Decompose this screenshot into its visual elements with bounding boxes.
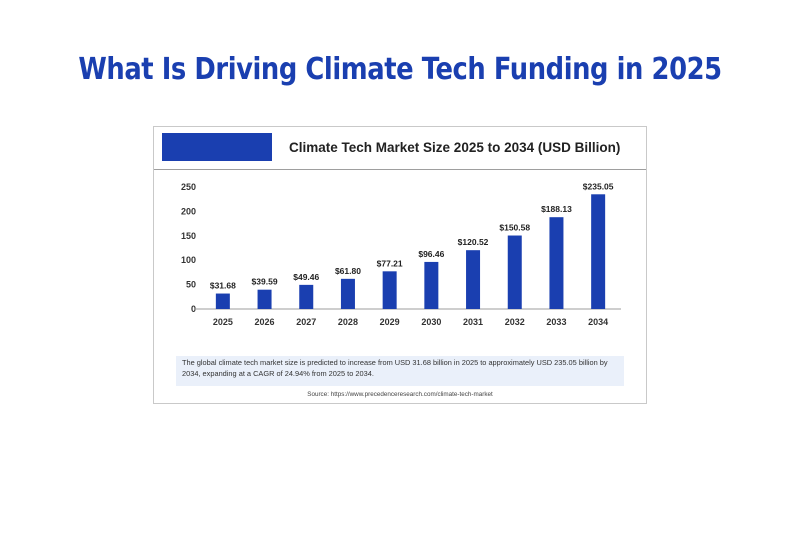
data-label: $188.13: [541, 204, 572, 214]
x-tick-label: 2033: [546, 317, 566, 327]
chart-card-header: Climate Tech Market Size 2025 to 2034 (U…: [154, 127, 646, 170]
bar: [507, 235, 522, 309]
data-label: $49.46: [293, 272, 319, 282]
bar: [215, 293, 230, 309]
data-label: $235.05: [583, 181, 614, 191]
y-tick-label: 50: [186, 280, 196, 290]
bar: [466, 250, 481, 309]
data-label: $31.68: [210, 281, 236, 291]
y-tick-label: 0: [191, 304, 196, 314]
data-label: $120.52: [458, 237, 489, 247]
summary-text: The global climate tech market size is p…: [182, 358, 608, 378]
x-tick-label: 2025: [213, 317, 233, 327]
y-tick-label: 150: [181, 231, 196, 241]
y-tick-label: 200: [181, 206, 196, 216]
data-label: $96.46: [418, 249, 444, 259]
chart-title: Climate Tech Market Size 2025 to 2034 (U…: [289, 140, 621, 155]
bar: [424, 261, 439, 309]
chart-card: Climate Tech Market Size 2025 to 2034 (U…: [153, 126, 647, 404]
bar: [591, 194, 606, 309]
y-tick-label: 250: [181, 182, 196, 192]
data-label: $150.58: [499, 223, 530, 233]
x-tick-label: 2029: [380, 317, 400, 327]
data-label: $39.59: [252, 277, 278, 287]
x-tick-label: 2034: [588, 317, 608, 327]
x-tick-label: 2032: [505, 317, 525, 327]
data-label: $61.80: [335, 266, 361, 276]
bar-chart: 0 50 100 150 200 250 $31.68 2025 $39.59 2026 $49.4…: [181, 181, 621, 327]
data-label: $77.21: [377, 258, 403, 268]
bar: [382, 271, 397, 309]
x-tick-label: 2028: [338, 317, 358, 327]
bar: [549, 217, 564, 309]
x-tick-label: 2027: [296, 317, 316, 327]
x-tick-label: 2031: [463, 317, 483, 327]
page-title: What Is Driving Climate Tech Funding in …: [78, 52, 722, 87]
bar: [340, 278, 355, 309]
summary-box: The global climate tech market size is p…: [176, 356, 624, 386]
brand-logo-block: [162, 133, 272, 161]
bar: [299, 284, 314, 309]
y-tick-label: 100: [181, 255, 196, 265]
x-tick-label: 2026: [255, 317, 275, 327]
source-note: Source: https://www.precedenceresearch.c…: [307, 391, 493, 398]
bar: [257, 289, 272, 309]
x-tick-label: 2030: [421, 317, 441, 327]
